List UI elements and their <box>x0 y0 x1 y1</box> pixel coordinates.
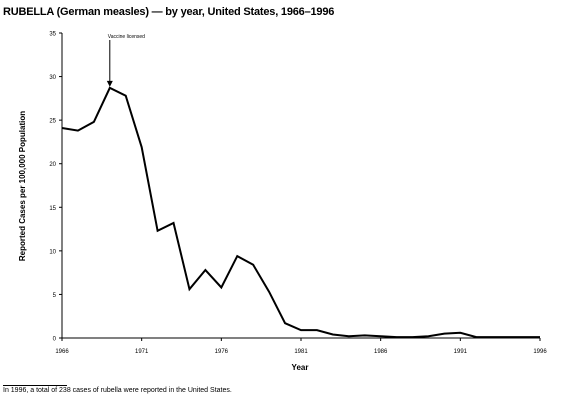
x-tick-label: 1976 <box>215 349 229 355</box>
x-tick-label: 1996 <box>533 349 547 355</box>
y-tick-label: 5 <box>53 293 57 299</box>
footnote-rule <box>3 385 67 386</box>
x-tick-label: 1981 <box>294 349 308 355</box>
series <box>61 86 540 339</box>
y-axis-label: Reported Cases per 100,000 Population <box>18 111 27 261</box>
ticks: 0 5 10 15 20 25 30 35 1966 1971 1976 1981 1986 1991 19… <box>49 32 547 356</box>
y-tick-label: 25 <box>49 119 56 125</box>
x-tick-label: 1966 <box>55 349 69 355</box>
annotation-arrow-head <box>106 80 113 87</box>
x-tick-label: 1971 <box>135 349 149 355</box>
x-tick-label: 1991 <box>454 349 468 355</box>
footnote: In 1996, a total of 238 cases of rubella… <box>3 387 232 394</box>
y-tick-label: 35 <box>49 32 56 38</box>
y-tick-label: 10 <box>49 249 56 255</box>
x-tick-label: 1986 <box>374 349 388 355</box>
y-tick-label: 30 <box>49 75 56 81</box>
axes <box>61 33 540 339</box>
chart-title: RUBELLA (German measles) — by year, Unit… <box>3 6 335 18</box>
y-tick-label: 15 <box>49 206 56 212</box>
x-axis-label: Year <box>292 363 309 372</box>
annotation-label: Vaccine licensed <box>108 34 145 40</box>
y-tick-label: 0 <box>53 337 57 343</box>
y-tick-label: 20 <box>49 162 56 168</box>
series-line-0 <box>61 86 540 339</box>
annotations: Vaccine licensed <box>106 34 145 87</box>
